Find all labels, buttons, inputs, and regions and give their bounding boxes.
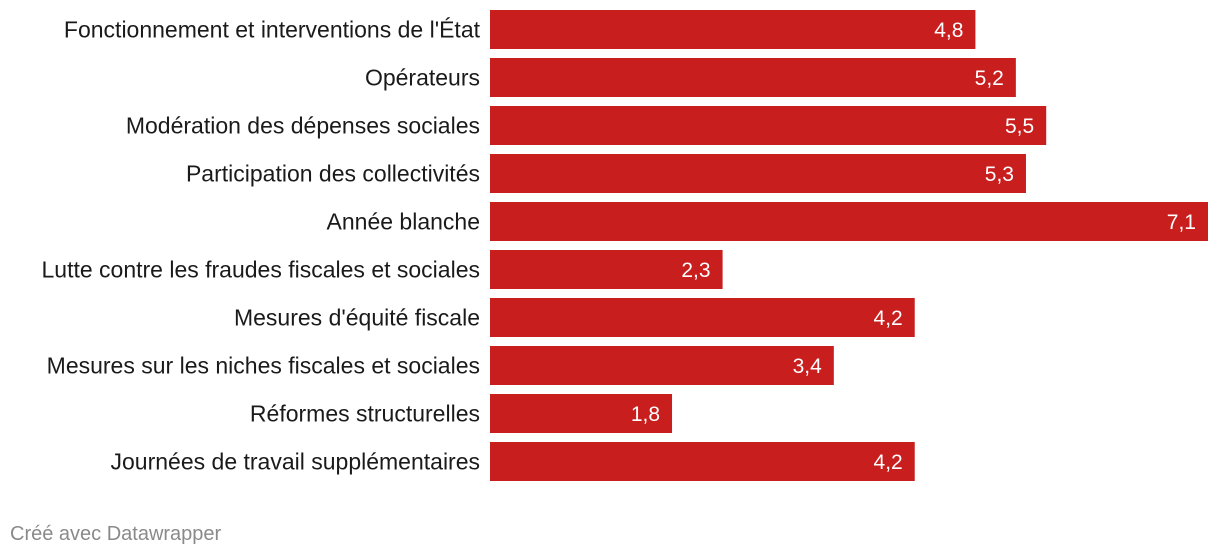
datawrapper-credit: Créé avec Datawrapper bbox=[10, 523, 222, 545]
value-label: 5,2 bbox=[975, 67, 1004, 90]
value-label: 5,5 bbox=[1005, 115, 1034, 138]
bar bbox=[490, 106, 1047, 145]
bar-row: Fonctionnement et interventions de l'Éta… bbox=[64, 10, 976, 49]
bar-row: Modération des dépenses sociales 5,5 bbox=[126, 106, 1047, 145]
value-label: 4,2 bbox=[874, 451, 903, 474]
bar bbox=[490, 394, 673, 433]
category-label: Année blanche bbox=[327, 209, 480, 235]
bar-row: Opérateurs 5,2 bbox=[365, 58, 1016, 97]
bar-row: Lutte contre les fraudes fiscales et soc… bbox=[41, 250, 723, 289]
category-label: Mesures sur les niches fiscales et socia… bbox=[47, 353, 480, 379]
value-label: 4,2 bbox=[874, 307, 903, 330]
bar-chart: Fonctionnement et interventions de l'Éta… bbox=[41, 10, 1208, 481]
bar-row: Mesures d'équité fiscale 4,2 bbox=[234, 298, 915, 337]
bar bbox=[490, 442, 915, 481]
category-label: Participation des collectivités bbox=[186, 161, 480, 187]
value-label: 7,1 bbox=[1167, 211, 1196, 234]
bar-row: Année blanche 7,1 bbox=[327, 202, 1208, 241]
value-label: 2,3 bbox=[681, 259, 710, 282]
bar bbox=[490, 346, 834, 385]
value-label: 4,8 bbox=[934, 19, 963, 42]
bar bbox=[490, 250, 723, 289]
bar bbox=[490, 202, 1208, 241]
bar-row: Journées de travail supplémentaires 4,2 bbox=[111, 442, 915, 481]
bar-row: Réformes structurelles 1,8 bbox=[250, 394, 673, 433]
value-label: 5,3 bbox=[985, 163, 1014, 186]
category-label: Modération des dépenses sociales bbox=[126, 113, 480, 139]
category-label: Mesures d'équité fiscale bbox=[234, 305, 480, 331]
category-label: Fonctionnement et interventions de l'Éta… bbox=[64, 17, 481, 43]
bar bbox=[490, 154, 1026, 193]
bar-row: Participation des collectivités 5,3 bbox=[186, 154, 1026, 193]
value-label: 3,4 bbox=[793, 355, 823, 378]
category-label: Réformes structurelles bbox=[250, 401, 480, 427]
value-label: 1,8 bbox=[631, 403, 660, 426]
bar bbox=[490, 58, 1016, 97]
category-label: Lutte contre les fraudes fiscales et soc… bbox=[41, 257, 480, 283]
bar bbox=[490, 10, 976, 49]
category-label: Opérateurs bbox=[365, 65, 480, 91]
bar bbox=[490, 298, 915, 337]
category-label: Journées de travail supplémentaires bbox=[111, 449, 480, 475]
bar-row: Mesures sur les niches fiscales et socia… bbox=[47, 346, 834, 385]
